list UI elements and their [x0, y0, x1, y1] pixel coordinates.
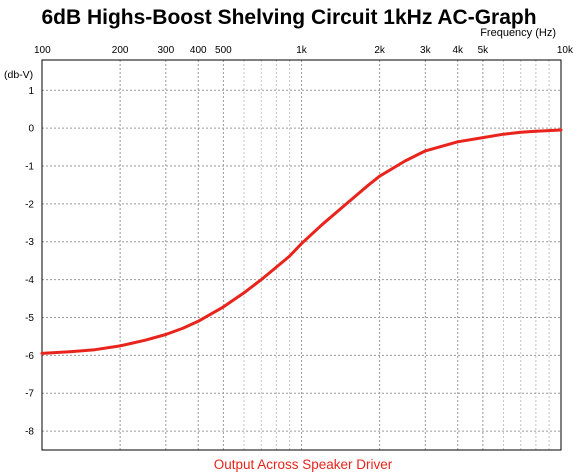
x-tick-label: 1k	[296, 45, 308, 56]
x-tick-label: 500	[215, 45, 232, 56]
plot-frame	[41, 59, 562, 451]
y-axis-label: (db-V)	[4, 69, 33, 81]
y-tick-label: -3	[25, 237, 34, 248]
y-tick-label: -5	[25, 313, 34, 324]
x-tick-label: 2k	[374, 45, 386, 56]
x-tick-label: 4k	[452, 45, 464, 56]
y-tick-label: 0	[28, 124, 34, 135]
x-tick-label: 400	[190, 45, 207, 56]
x-axis-label: Frequency (Hz)	[480, 27, 556, 39]
x-tick-label: 10k	[557, 45, 574, 56]
x-tick-label: 200	[112, 45, 129, 56]
x-tick-label: 100	[34, 45, 51, 56]
x-tick-labels: 100 200 300 400 500 1k 2k 3k 4k 5k 10k	[34, 45, 574, 56]
y-tick-label: -7	[25, 389, 34, 400]
series-layer	[40, 128, 563, 355]
x-tick-label: 5k	[478, 45, 490, 56]
y-tick-label: 1	[28, 86, 34, 97]
y-tick-label: -2	[25, 199, 34, 210]
y-tick-label: -4	[25, 275, 34, 286]
y-tick-label: -6	[25, 351, 34, 362]
y-tick-label: -1	[25, 162, 34, 173]
series-line	[40, 128, 563, 355]
y-tick-label: -8	[25, 427, 34, 438]
x-tick-label: 3k	[420, 45, 432, 56]
y-tick-labels: 1 0 -1 -2 -3 -4 -5 -6 -7 -8	[25, 86, 34, 438]
x-tick-label: 300	[157, 45, 174, 56]
grid	[41, 60, 562, 450]
chart-caption: Output Across Speaker Driver	[214, 457, 393, 472]
chart-title: 6dB Highs-Boost Shelving Circuit 1kHz AC…	[41, 6, 536, 29]
